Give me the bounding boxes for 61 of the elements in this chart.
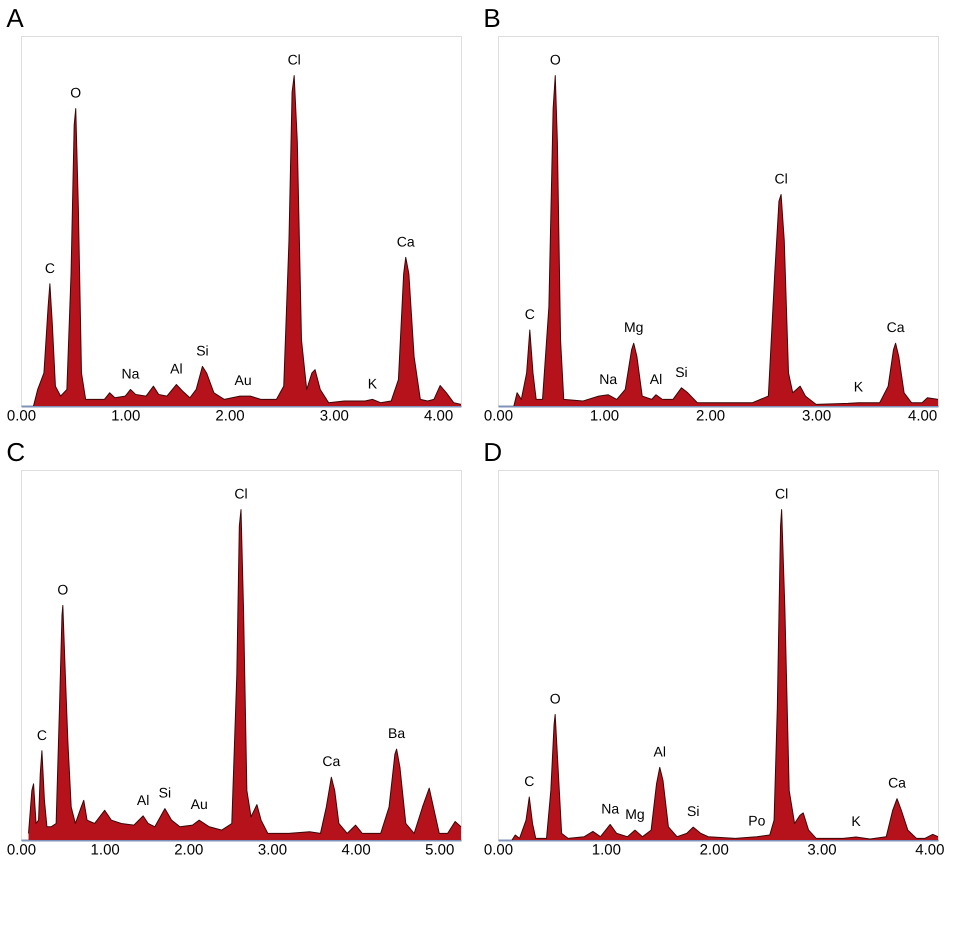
x-tick-label: 3.00 bbox=[802, 408, 832, 424]
x-tick-label: 0.00 bbox=[484, 408, 514, 424]
x-tick-label: 0.00 bbox=[484, 842, 514, 858]
annotation: Cl bbox=[775, 486, 788, 502]
annotation: O bbox=[70, 84, 82, 101]
annotation: Po bbox=[748, 812, 766, 829]
x-tick-label: 1.00 bbox=[111, 408, 140, 424]
annotation: Na bbox=[599, 370, 618, 387]
annotation: C bbox=[524, 773, 534, 790]
annotation: Ca bbox=[886, 319, 905, 336]
annotation: Mg bbox=[625, 806, 645, 822]
annotation: Cl bbox=[288, 52, 301, 68]
chart-title: A bbox=[6, 3, 24, 33]
x-tick-label: 4.00 bbox=[908, 408, 938, 424]
x-tick-label: 2.00 bbox=[174, 842, 204, 858]
x-tick-label: 3.00 bbox=[807, 842, 837, 858]
x-tick-label: 2.00 bbox=[215, 408, 245, 424]
annotation: Na bbox=[122, 365, 140, 382]
x-tick-label: 3.00 bbox=[320, 408, 349, 424]
annotation: O bbox=[550, 690, 561, 706]
x-tick-label: 2.00 bbox=[700, 842, 729, 858]
annotation: Ca bbox=[322, 753, 340, 770]
x-tick-label: 4.00 bbox=[342, 842, 371, 858]
x-tick-label: 0.00 bbox=[6, 408, 36, 424]
annotation: C bbox=[524, 306, 535, 322]
annotation: Ca bbox=[396, 233, 415, 250]
x-tick-label: 1.00 bbox=[590, 408, 620, 424]
x-tick-label: 3.00 bbox=[258, 842, 288, 858]
annotation: Cl bbox=[774, 170, 788, 187]
annotation: Si bbox=[158, 784, 172, 801]
annotation: O bbox=[550, 52, 561, 68]
annotation: Ca bbox=[888, 774, 906, 791]
annotation: K bbox=[368, 375, 378, 392]
annotation: Mg bbox=[624, 319, 644, 336]
annotation: O bbox=[57, 581, 68, 598]
annotation: C bbox=[36, 726, 47, 743]
annotation: C bbox=[44, 260, 55, 276]
annotation: Si bbox=[686, 803, 700, 820]
x-tick-label: 1.00 bbox=[90, 842, 120, 858]
x-tick-label: 4.00 bbox=[424, 408, 454, 424]
x-tick-label: 2.00 bbox=[696, 408, 726, 424]
annotation: Au bbox=[190, 796, 208, 812]
annotation: Ba bbox=[388, 725, 406, 742]
chart-title: D bbox=[483, 437, 502, 467]
annotation: Al bbox=[654, 743, 666, 760]
chart-title: B bbox=[483, 3, 501, 33]
annotation: Al bbox=[650, 370, 662, 387]
annotation: K bbox=[854, 378, 864, 395]
annotation: Au bbox=[234, 372, 252, 388]
x-tick-label: 1.00 bbox=[592, 842, 621, 858]
annotation: Cl bbox=[234, 486, 248, 502]
annotation: K bbox=[851, 813, 862, 830]
annotation: Al bbox=[170, 360, 183, 377]
x-tick-label: 4.00 bbox=[915, 842, 944, 858]
annotation: Si bbox=[196, 342, 209, 358]
x-tick-label: 0.00 bbox=[6, 842, 36, 858]
annotation: Al bbox=[136, 792, 150, 808]
annotation: Na bbox=[601, 800, 620, 816]
annotation: Si bbox=[675, 364, 688, 380]
x-tick-label: 5.00 bbox=[425, 842, 454, 858]
chart-title: C bbox=[6, 437, 26, 467]
